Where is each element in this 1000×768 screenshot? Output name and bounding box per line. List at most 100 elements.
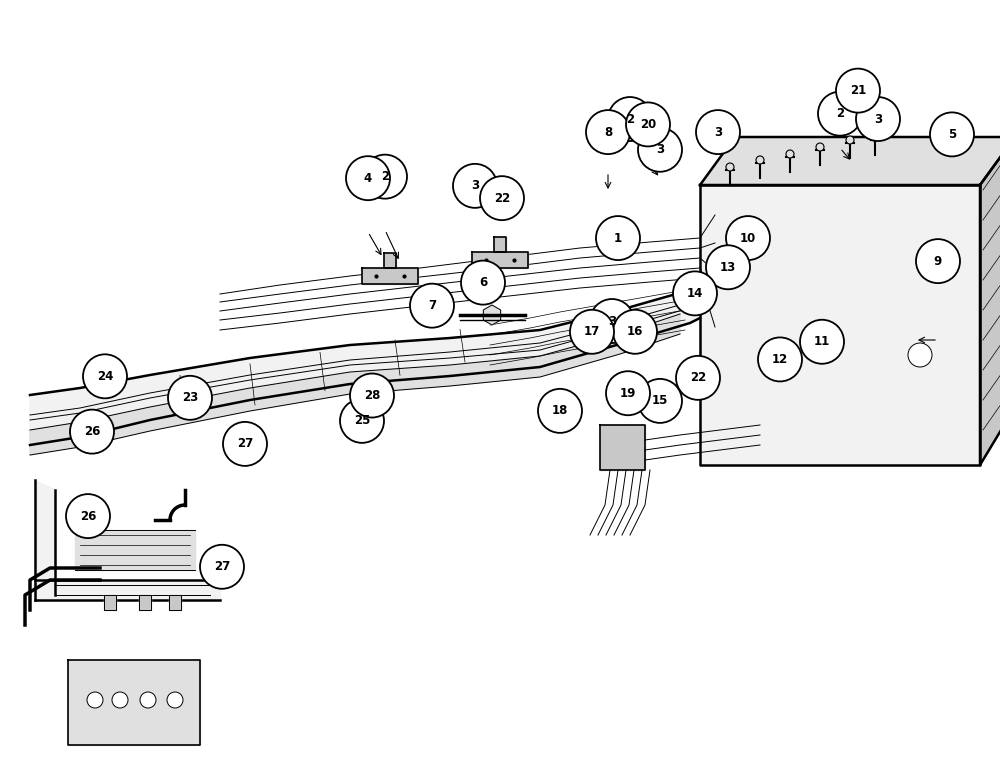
Text: 7: 7 bbox=[428, 300, 436, 312]
Circle shape bbox=[638, 379, 682, 423]
Text: 12: 12 bbox=[772, 353, 788, 366]
Circle shape bbox=[608, 97, 652, 141]
Circle shape bbox=[112, 692, 128, 708]
Text: 24: 24 bbox=[97, 370, 113, 382]
Polygon shape bbox=[700, 185, 980, 465]
Text: 2: 2 bbox=[626, 113, 634, 125]
Text: 20: 20 bbox=[640, 118, 656, 131]
Polygon shape bbox=[362, 268, 418, 284]
Circle shape bbox=[70, 409, 114, 454]
Text: 10: 10 bbox=[740, 232, 756, 244]
Polygon shape bbox=[30, 314, 680, 455]
Text: 11: 11 bbox=[814, 336, 830, 348]
Polygon shape bbox=[35, 580, 220, 600]
Circle shape bbox=[908, 343, 932, 367]
Circle shape bbox=[346, 156, 390, 200]
Circle shape bbox=[786, 150, 794, 158]
Polygon shape bbox=[68, 660, 200, 745]
Text: 16: 16 bbox=[627, 326, 643, 338]
Circle shape bbox=[758, 337, 802, 382]
Circle shape bbox=[350, 373, 394, 418]
Text: 23: 23 bbox=[182, 392, 198, 404]
Circle shape bbox=[930, 112, 974, 157]
Circle shape bbox=[846, 136, 854, 144]
Polygon shape bbox=[169, 595, 181, 610]
Circle shape bbox=[818, 91, 862, 136]
Circle shape bbox=[856, 97, 900, 141]
Text: 2: 2 bbox=[381, 170, 389, 183]
Text: 3: 3 bbox=[471, 180, 479, 192]
Text: 18: 18 bbox=[552, 405, 568, 417]
Polygon shape bbox=[472, 252, 528, 268]
Circle shape bbox=[87, 692, 103, 708]
Polygon shape bbox=[384, 253, 396, 268]
Circle shape bbox=[168, 376, 212, 420]
Circle shape bbox=[836, 68, 880, 113]
Polygon shape bbox=[139, 595, 151, 610]
Text: 8: 8 bbox=[604, 126, 612, 138]
Circle shape bbox=[453, 164, 497, 208]
Polygon shape bbox=[30, 285, 700, 445]
Text: 22: 22 bbox=[690, 372, 706, 384]
Text: 3: 3 bbox=[656, 144, 664, 156]
Text: 21: 21 bbox=[850, 84, 866, 97]
Circle shape bbox=[461, 260, 505, 305]
Circle shape bbox=[706, 245, 750, 290]
Circle shape bbox=[676, 356, 720, 400]
Circle shape bbox=[756, 156, 764, 164]
Circle shape bbox=[480, 176, 524, 220]
Circle shape bbox=[586, 110, 630, 154]
Text: 27: 27 bbox=[214, 561, 230, 573]
Text: 22: 22 bbox=[494, 192, 510, 204]
Text: 19: 19 bbox=[620, 387, 636, 399]
Circle shape bbox=[200, 545, 244, 589]
Text: 1: 1 bbox=[614, 232, 622, 244]
Polygon shape bbox=[483, 305, 501, 325]
Text: 5: 5 bbox=[948, 128, 956, 141]
Text: 13: 13 bbox=[720, 261, 736, 273]
Circle shape bbox=[83, 354, 127, 399]
Text: 25: 25 bbox=[354, 415, 370, 427]
Text: 26: 26 bbox=[84, 425, 100, 438]
Text: 26: 26 bbox=[80, 510, 96, 522]
Circle shape bbox=[570, 310, 614, 354]
Circle shape bbox=[66, 494, 110, 538]
Polygon shape bbox=[494, 237, 506, 252]
Circle shape bbox=[696, 110, 740, 154]
Text: 17: 17 bbox=[584, 326, 600, 338]
Text: 27: 27 bbox=[237, 438, 253, 450]
Circle shape bbox=[590, 299, 634, 343]
Text: 2: 2 bbox=[836, 108, 844, 120]
Text: 3: 3 bbox=[874, 113, 882, 125]
Polygon shape bbox=[600, 425, 645, 470]
Text: 9: 9 bbox=[934, 255, 942, 267]
Polygon shape bbox=[35, 480, 55, 600]
Circle shape bbox=[410, 283, 454, 328]
Circle shape bbox=[167, 692, 183, 708]
Circle shape bbox=[363, 154, 407, 199]
Circle shape bbox=[140, 692, 156, 708]
Text: 3: 3 bbox=[608, 315, 616, 327]
Text: 14: 14 bbox=[687, 287, 703, 300]
Circle shape bbox=[916, 239, 960, 283]
Circle shape bbox=[613, 310, 657, 354]
Circle shape bbox=[816, 143, 824, 151]
Text: 28: 28 bbox=[364, 389, 380, 402]
Circle shape bbox=[223, 422, 267, 466]
Polygon shape bbox=[700, 137, 1000, 185]
Circle shape bbox=[726, 216, 770, 260]
Circle shape bbox=[626, 102, 670, 147]
Circle shape bbox=[638, 127, 682, 172]
Circle shape bbox=[596, 216, 640, 260]
Circle shape bbox=[606, 371, 650, 415]
Circle shape bbox=[871, 133, 879, 141]
Polygon shape bbox=[104, 595, 116, 610]
Text: 3: 3 bbox=[714, 126, 722, 138]
Circle shape bbox=[538, 389, 582, 433]
Circle shape bbox=[340, 399, 384, 443]
Text: 6: 6 bbox=[479, 276, 487, 289]
Polygon shape bbox=[980, 137, 1000, 465]
Polygon shape bbox=[75, 530, 195, 570]
Circle shape bbox=[726, 163, 734, 171]
Text: 4: 4 bbox=[364, 172, 372, 184]
